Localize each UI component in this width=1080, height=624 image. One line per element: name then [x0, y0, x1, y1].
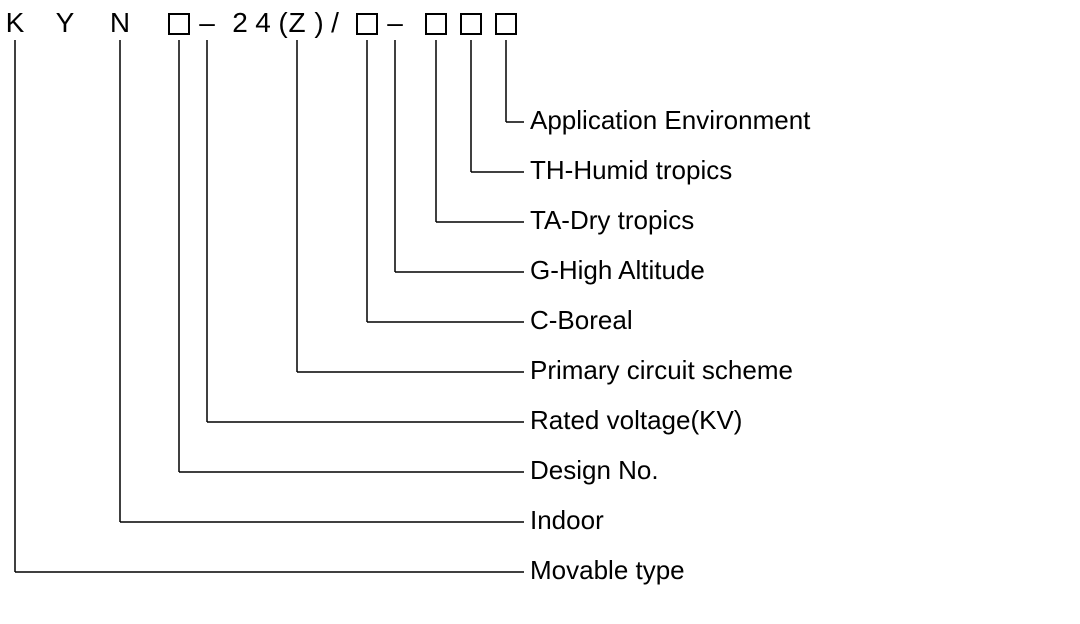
label: Design No.: [530, 455, 659, 486]
label: Application Environment: [530, 105, 810, 136]
label: Movable type: [530, 555, 685, 586]
model-designation-diagram: KYN–24(Z)/– Application EnvironmentTH-Hu…: [0, 0, 1080, 624]
code-char-dash1: –: [192, 7, 222, 39]
placeholder-box: [460, 13, 482, 35]
code-char-K: K: [0, 7, 30, 39]
label: Indoor: [530, 505, 604, 536]
code-char-Y: Y: [50, 7, 80, 39]
code-char-dash2: –: [380, 7, 410, 39]
placeholder-box: [495, 13, 517, 35]
label: C-Boreal: [530, 305, 633, 336]
label: TA-Dry tropics: [530, 205, 694, 236]
code-char-N: N: [105, 7, 135, 39]
placeholder-box: [425, 13, 447, 35]
label: Primary circuit scheme: [530, 355, 793, 386]
placeholder-box: [168, 13, 190, 35]
label: TH-Humid tropics: [530, 155, 732, 186]
code-char-slash: /: [320, 7, 350, 39]
placeholder-box: [356, 13, 378, 35]
label: Rated voltage(KV): [530, 405, 742, 436]
label: G-High Altitude: [530, 255, 705, 286]
